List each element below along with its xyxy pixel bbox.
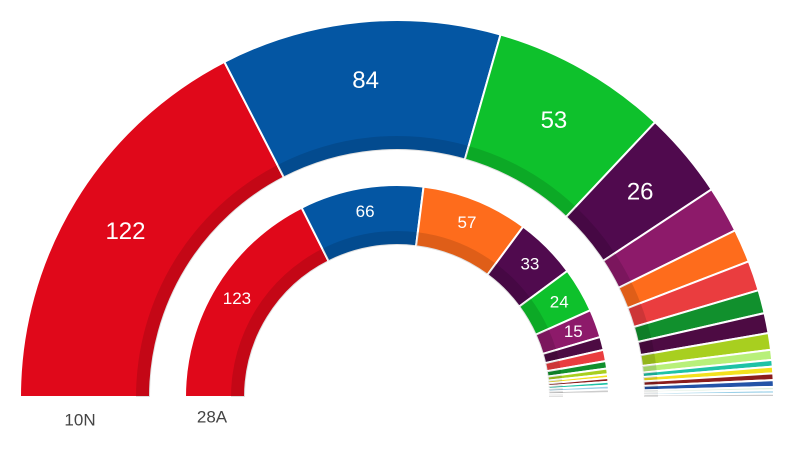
segment-shade: [642, 364, 657, 373]
seat-label: 24: [550, 293, 569, 312]
segment-shade: [627, 303, 648, 328]
segment-shade: [542, 349, 559, 364]
seat-label: 53: [541, 107, 568, 134]
seat-label: 122: [105, 218, 145, 245]
ring-label: 10N: [64, 410, 95, 429]
segment-shade: [322, 231, 418, 262]
segment-shade: [548, 395, 563, 397]
segment-shade: [464, 146, 576, 217]
segment-shade: [519, 298, 549, 335]
segment-shade: [231, 248, 329, 397]
seat-segment: [18, 60, 286, 398]
segment-shade: [487, 263, 531, 307]
segment-shade: [633, 323, 652, 343]
ring-label: 28A: [197, 407, 228, 426]
seat-segment: [642, 392, 776, 398]
segment-shade: [640, 352, 656, 367]
segment-shade: [603, 253, 632, 288]
seat-label: 57: [458, 213, 477, 232]
segment-shade: [416, 232, 496, 275]
seat-label: 84: [352, 67, 379, 94]
seat-label: 66: [356, 202, 375, 221]
seat-label: 123: [223, 289, 251, 308]
seat-label: 15: [564, 322, 583, 341]
segment-shade: [566, 206, 615, 261]
segment-shade: [136, 164, 284, 397]
segment-shade: [545, 360, 561, 372]
segment-shade: [637, 338, 655, 356]
segment-shade: [618, 281, 641, 309]
segment-shade: [535, 329, 557, 354]
segment-shade: [277, 136, 469, 178]
seat-label: 33: [520, 255, 539, 274]
seat-label: 26: [627, 179, 654, 206]
seat-segment: [547, 394, 611, 398]
segment-shade: [643, 394, 658, 397]
